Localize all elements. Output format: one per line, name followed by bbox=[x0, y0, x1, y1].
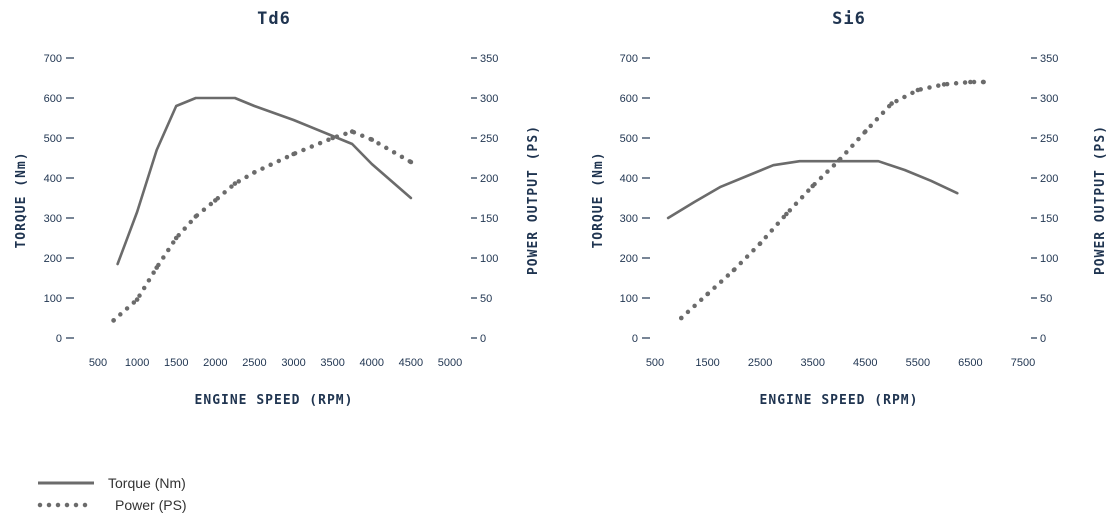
power-point bbox=[193, 214, 199, 219]
power-point bbox=[291, 151, 296, 157]
power-point bbox=[330, 135, 336, 141]
y2-tick-label: 300 bbox=[480, 93, 498, 105]
chart-title: Td6 bbox=[257, 9, 291, 29]
y2-tick-label: 150 bbox=[480, 213, 498, 225]
x-tick-label: 2500 bbox=[242, 357, 266, 369]
y2-tick-label: 0 bbox=[480, 333, 486, 345]
power-point bbox=[173, 235, 179, 241]
x-tick-label: 2500 bbox=[748, 357, 772, 369]
y2-tick-label: 250 bbox=[1040, 133, 1058, 145]
power-point bbox=[111, 318, 116, 323]
x-tick-label: 7500 bbox=[1011, 357, 1035, 369]
power-point bbox=[915, 87, 921, 93]
y-tick-label: 200 bbox=[44, 253, 62, 265]
x-tick-label: 2000 bbox=[203, 357, 227, 369]
power-point bbox=[981, 79, 986, 85]
power-point bbox=[232, 181, 238, 186]
y2-tick-label: 200 bbox=[1040, 173, 1058, 185]
torque-line bbox=[116, 96, 413, 266]
x-tick-label: 3500 bbox=[800, 357, 824, 369]
x-axis-title: ENGINE SPEED (RPM) bbox=[195, 393, 354, 408]
legend-torque-label: Torque (Nm) bbox=[108, 475, 186, 491]
power-point bbox=[252, 170, 257, 175]
y-tick-label: 700 bbox=[620, 53, 638, 65]
x-tick-label: 5500 bbox=[906, 357, 930, 369]
y2-axis-title: POWER OUTPUT (PS) bbox=[526, 125, 541, 275]
y-tick-label: 700 bbox=[44, 53, 62, 65]
power-point bbox=[889, 101, 894, 106]
x-tick-label: 6500 bbox=[958, 357, 982, 369]
legend-power-label: Power (PS) bbox=[115, 497, 187, 513]
y2-tick-label: 200 bbox=[480, 173, 498, 185]
power-point bbox=[154, 265, 159, 270]
power-point bbox=[679, 315, 684, 321]
power-point bbox=[836, 158, 842, 163]
y2-tick-label: 350 bbox=[480, 53, 498, 65]
y-tick-label: 0 bbox=[56, 333, 62, 345]
x-tick-label: 5000 bbox=[438, 357, 462, 369]
x-tick-label: 1500 bbox=[164, 357, 188, 369]
power-point bbox=[784, 211, 789, 217]
power-point bbox=[705, 291, 710, 297]
y2-tick-label: 50 bbox=[480, 293, 492, 305]
y2-tick-label: 300 bbox=[1040, 93, 1058, 105]
y-tick-label: 500 bbox=[44, 133, 62, 145]
y-tick-label: 100 bbox=[44, 293, 62, 305]
y-tick-label: 500 bbox=[620, 133, 638, 145]
x-tick-label: 3000 bbox=[281, 357, 305, 369]
y-tick-label: 300 bbox=[620, 213, 638, 225]
x-tick-label: 1500 bbox=[695, 357, 719, 369]
power-point bbox=[408, 159, 414, 165]
y-tick-label: 600 bbox=[620, 93, 638, 105]
power-point bbox=[213, 198, 218, 203]
y2-tick-label: 350 bbox=[1040, 53, 1058, 65]
power-point bbox=[863, 129, 868, 134]
x-tick-label: 3500 bbox=[320, 357, 344, 369]
y2-tick-label: 250 bbox=[480, 133, 498, 145]
power-point bbox=[349, 129, 355, 134]
y-tick-label: 400 bbox=[620, 173, 638, 185]
y-tick-label: 300 bbox=[44, 213, 62, 225]
power-point bbox=[369, 137, 375, 142]
chart-td6: Td6 0 100 200 300 400 500 600 700 0 50 100 150 200 250… bbox=[14, 9, 541, 408]
power-point bbox=[134, 297, 140, 302]
power-point bbox=[731, 267, 737, 273]
y-axis-title: TORQUE (Nm) bbox=[591, 151, 606, 248]
y2-tick-label: 0 bbox=[1040, 333, 1046, 345]
y-tick-label: 200 bbox=[620, 253, 638, 265]
x-tick-label: 4500 bbox=[853, 357, 877, 369]
power-line bbox=[679, 79, 986, 321]
y2-tick-label: 100 bbox=[1040, 253, 1058, 265]
x-tick-label: 4500 bbox=[399, 357, 423, 369]
y-tick-label: 100 bbox=[620, 293, 638, 305]
power-point bbox=[968, 79, 973, 85]
y-tick-label: 400 bbox=[44, 173, 62, 185]
y-tick-label: 600 bbox=[44, 93, 62, 105]
x-tick-label: 500 bbox=[89, 357, 107, 369]
x-tick-label: 4000 bbox=[360, 357, 384, 369]
y-tick-label: 0 bbox=[632, 333, 638, 345]
power-point bbox=[941, 82, 947, 87]
y2-tick-label: 100 bbox=[480, 253, 498, 265]
chart-si6: Si6 0 100 200 300 400 500 600 700 0 50 100 150 200 250… bbox=[591, 9, 1108, 408]
torque-line bbox=[666, 159, 959, 220]
power-point bbox=[810, 183, 815, 189]
x-axis-title: ENGINE SPEED (RPM) bbox=[760, 393, 919, 408]
x-tick-label: 1000 bbox=[125, 357, 149, 369]
power-point bbox=[757, 241, 763, 246]
y2-tick-label: 50 bbox=[1040, 293, 1052, 305]
y2-axis-title: POWER OUTPUT (PS) bbox=[1093, 125, 1108, 275]
legend: Torque (Nm) Power (PS) bbox=[37, 475, 187, 513]
y-axis-title: TORQUE (Nm) bbox=[14, 151, 29, 248]
x-tick-label: 500 bbox=[646, 357, 664, 369]
y2-tick-label: 150 bbox=[1040, 213, 1058, 225]
chart-title: Si6 bbox=[832, 9, 866, 29]
